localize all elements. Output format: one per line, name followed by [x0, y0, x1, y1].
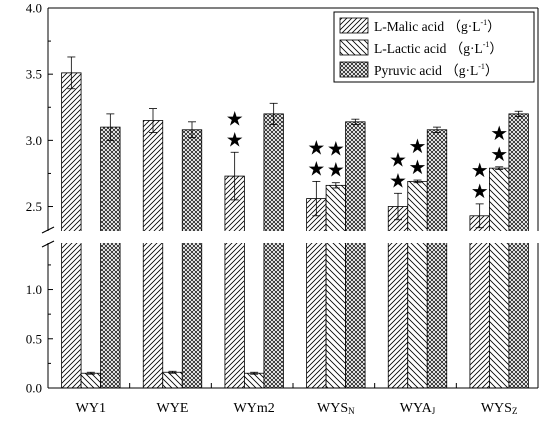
axes: 0.0 0.5 1.0 2.5 3.0 3.5 4.0 WY1 WYE WYm2 WYSN WYAJ W…: [26, 1, 539, 416]
significance-star: ★: [490, 142, 508, 166]
significance-star: ★: [389, 168, 407, 192]
y-tick-label: 4.0: [26, 1, 42, 16]
axis-break-mark: [41, 226, 55, 234]
y-tick-label: 2.5: [26, 199, 42, 214]
significance-star: ★: [226, 106, 244, 130]
x-tick-label: WY1: [76, 401, 106, 416]
bar: [244, 372, 265, 389]
bar: [263, 113, 284, 389]
legend-swatch: [339, 61, 369, 78]
significance-star: ★: [490, 121, 508, 145]
legend-swatch: [339, 39, 369, 56]
y-tick-label: 3.0: [26, 133, 42, 148]
bar: [61, 72, 82, 389]
significance-star: ★: [307, 135, 325, 159]
bar: [407, 180, 428, 389]
bar: [306, 198, 327, 389]
y-tick-label: 3.5: [26, 67, 42, 82]
significance-star: ★: [471, 158, 489, 182]
bar: [224, 175, 245, 389]
y-tick-label: 1.0: [26, 282, 42, 297]
legend-label: L-Malic acid （g·L-1）: [374, 18, 501, 34]
significance-star: ★: [307, 156, 325, 180]
significance-star: ★: [471, 179, 489, 203]
x-tick-label: WYSZ: [481, 401, 518, 416]
y-tick-label: 0.0: [26, 381, 42, 396]
significance-star: ★: [409, 155, 427, 179]
bar: [162, 371, 183, 389]
bar: [426, 129, 448, 389]
bar: [100, 126, 121, 389]
significance-star: ★: [389, 147, 407, 171]
bar: [80, 372, 101, 389]
x-tick-label: WYE: [157, 401, 189, 416]
legend-label: Pyruvic acid （g·L-1）: [374, 62, 498, 78]
significance-star: ★: [327, 158, 345, 182]
bar: [325, 184, 346, 389]
bar: [489, 167, 510, 389]
bar: [181, 129, 203, 389]
significance-star: ★: [409, 134, 427, 158]
plot-area: ★★★★★★★★ ★★★★★★: [42, 56, 536, 389]
x-tick-label: WYAJ: [400, 401, 436, 416]
legend: L-Malic acid （g·L-1） L-Lactic acid （g·L-1…: [333, 11, 535, 83]
legend-swatch: [339, 17, 369, 34]
x-tick-label: WYm2: [234, 401, 275, 416]
y-tick-label: 0.5: [26, 331, 42, 346]
significance-star: ★: [226, 127, 244, 151]
bar: [142, 120, 164, 389]
significance-star: ★: [327, 137, 345, 161]
legend-label: L-Lactic acid （g·L-1）: [374, 40, 503, 56]
axis-break-mark: [41, 240, 55, 248]
axis-break-gap: [42, 231, 536, 243]
bar: [508, 113, 529, 389]
x-tick-label: WYSN: [317, 401, 355, 416]
bar: [345, 121, 366, 389]
